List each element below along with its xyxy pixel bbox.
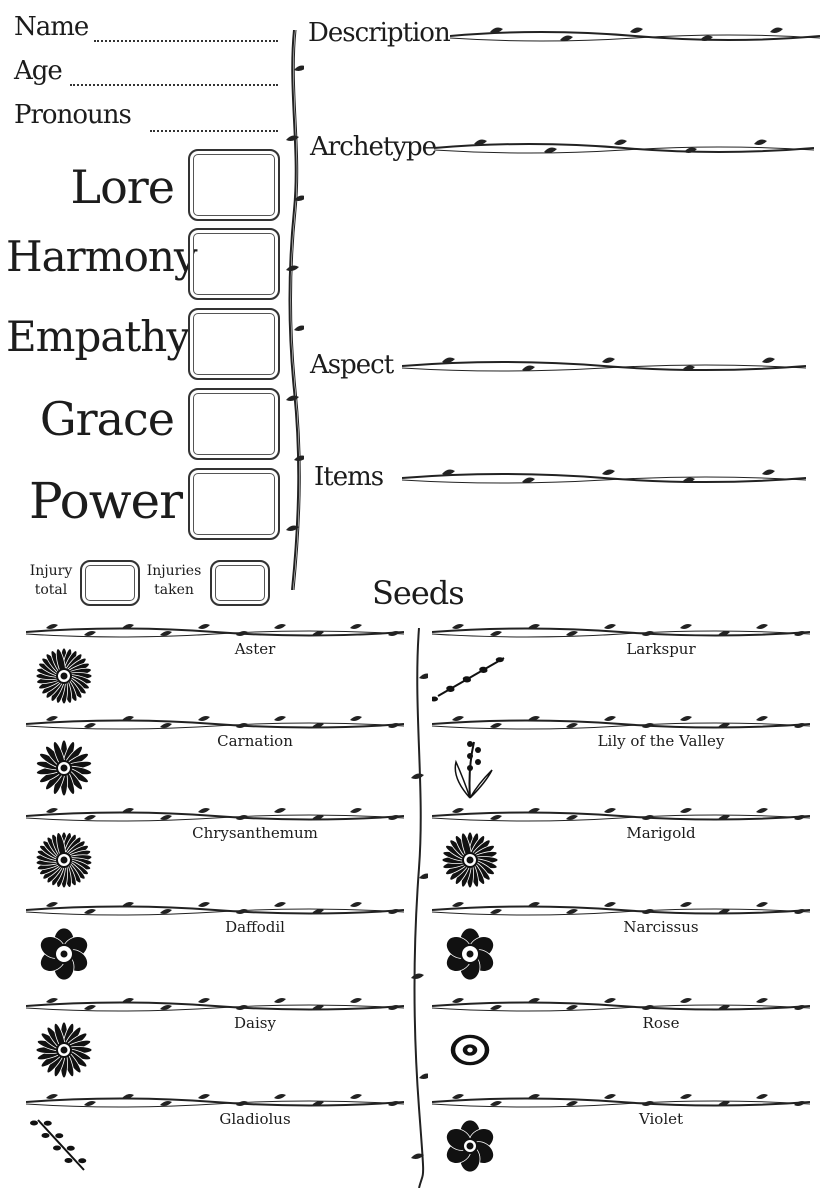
seed-row-lily-of-the-valley[interactable]: Lily of the Valley bbox=[432, 714, 810, 806]
seed-name: Larkspur bbox=[626, 640, 696, 658]
seed-row-vine-divider bbox=[26, 902, 404, 916]
narcissus-flower-icon bbox=[432, 922, 508, 990]
archetype-vine-line[interactable] bbox=[434, 136, 814, 160]
seed-row-vine-divider bbox=[26, 624, 404, 638]
stat-label-lore: Lore bbox=[70, 160, 175, 214]
seed-row-vine-divider bbox=[432, 808, 810, 822]
aspect-vine-line[interactable] bbox=[402, 354, 806, 378]
seed-name: Daffodil bbox=[225, 918, 285, 936]
name-label: Name bbox=[14, 12, 89, 42]
violet-flower-icon bbox=[432, 1114, 508, 1182]
pronouns-label: Pronouns bbox=[14, 100, 132, 130]
seed-row-narcissus[interactable]: Narcissus bbox=[432, 900, 810, 992]
items-label: Items bbox=[314, 462, 384, 492]
seed-name: Carnation bbox=[217, 732, 293, 750]
seed-row-vine-divider bbox=[432, 716, 810, 730]
seed-row-vine-divider bbox=[26, 808, 404, 822]
name-field[interactable] bbox=[94, 40, 278, 42]
larkspur-flower-icon bbox=[430, 644, 508, 712]
seeds-vertical-vine bbox=[411, 628, 428, 1188]
aspect-label: Aspect bbox=[310, 350, 394, 380]
seed-name: Chrysanthemum bbox=[192, 824, 318, 842]
stat-label-harmony: Harmony bbox=[6, 232, 198, 281]
seed-row-daisy[interactable]: Daisy bbox=[26, 996, 404, 1088]
seed-name: Rose bbox=[642, 1014, 680, 1032]
stat-label-power: Power bbox=[28, 472, 183, 530]
seed-row-carnation[interactable]: Carnation bbox=[26, 714, 404, 806]
seed-row-vine-divider bbox=[26, 1094, 404, 1108]
items-vine-line[interactable] bbox=[402, 466, 806, 490]
stat-box-power[interactable] bbox=[188, 468, 280, 540]
seed-name: Daisy bbox=[234, 1014, 276, 1032]
seed-row-vine-divider bbox=[432, 624, 810, 638]
seed-name: Marigold bbox=[626, 824, 696, 842]
seed-row-daffodil[interactable]: Daffodil bbox=[26, 900, 404, 992]
seed-row-aster[interactable]: Aster bbox=[26, 622, 404, 714]
seed-row-vine-divider bbox=[26, 716, 404, 730]
seed-name: Lily of the Valley bbox=[597, 732, 725, 750]
seed-row-vine-divider bbox=[432, 902, 810, 916]
age-field[interactable] bbox=[70, 84, 278, 86]
seed-row-chrysanthemum[interactable]: Chrysanthemum bbox=[26, 806, 404, 898]
seed-name: Aster bbox=[234, 640, 276, 658]
seed-name: Narcissus bbox=[623, 918, 699, 936]
lily-of-the-valley-flower-icon bbox=[432, 736, 508, 804]
vertical-vine-divider bbox=[286, 30, 304, 590]
age-label: Age bbox=[14, 56, 63, 86]
seed-row-vine-divider bbox=[26, 998, 404, 1012]
stat-label-empathy: Empathy bbox=[6, 312, 190, 361]
seeds-title: Seeds bbox=[372, 574, 465, 612]
seed-name: Gladiolus bbox=[219, 1110, 291, 1128]
injury-total-label: Injury total bbox=[29, 563, 73, 598]
carnation-flower-icon bbox=[26, 736, 102, 804]
stat-box-lore[interactable] bbox=[188, 149, 280, 221]
seed-row-marigold[interactable]: Marigold bbox=[432, 806, 810, 898]
description-label: Description bbox=[308, 18, 451, 48]
seed-row-larkspur[interactable]: Larkspur bbox=[430, 622, 810, 714]
marigold-flower-icon bbox=[432, 828, 508, 896]
seed-name: Violet bbox=[638, 1110, 684, 1128]
pronouns-field[interactable] bbox=[150, 130, 278, 132]
daisy-flower-icon bbox=[26, 1018, 102, 1086]
seed-row-vine-divider bbox=[432, 1094, 810, 1108]
stat-label-grace: Grace bbox=[39, 392, 175, 446]
injuries-taken-box[interactable] bbox=[210, 560, 270, 606]
injuries-taken-label: Injuries taken bbox=[146, 563, 202, 598]
rose-flower-icon bbox=[432, 1018, 508, 1086]
chrysanthemum-flower-icon bbox=[26, 828, 102, 896]
stat-box-empathy[interactable] bbox=[188, 308, 280, 380]
seed-row-rose[interactable]: Rose bbox=[432, 996, 810, 1088]
daffodil-flower-icon bbox=[26, 922, 102, 990]
seed-row-gladiolus[interactable]: Gladiolus bbox=[26, 1092, 404, 1184]
stat-box-harmony[interactable] bbox=[188, 228, 280, 300]
seed-row-vine-divider bbox=[432, 998, 810, 1012]
seed-row-violet[interactable]: Violet bbox=[432, 1092, 810, 1184]
injury-total-box[interactable] bbox=[80, 560, 140, 606]
gladiolus-flower-icon bbox=[26, 1114, 102, 1182]
stat-box-grace[interactable] bbox=[188, 388, 280, 460]
description-vine-line[interactable] bbox=[450, 24, 820, 48]
archetype-label: Archetype bbox=[310, 132, 437, 162]
aster-flower-icon bbox=[26, 644, 102, 712]
